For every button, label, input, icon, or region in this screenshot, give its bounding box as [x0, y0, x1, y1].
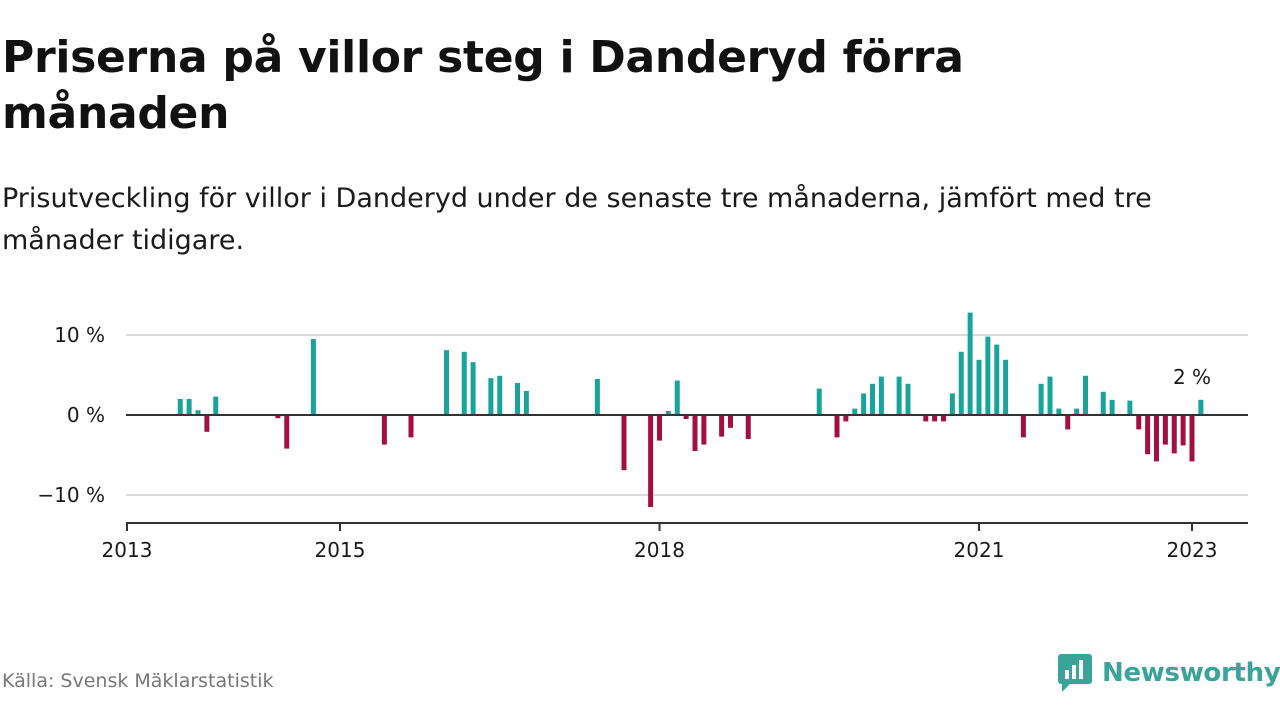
bar	[310, 339, 316, 415]
bar	[1145, 415, 1151, 455]
x-tick-label: 2013	[102, 538, 153, 562]
bar	[692, 415, 698, 451]
bar	[1074, 408, 1080, 415]
bar	[1100, 391, 1106, 415]
bar	[1154, 415, 1159, 462]
bar	[745, 415, 751, 439]
bar	[523, 391, 529, 415]
bar	[896, 376, 902, 415]
bar	[1127, 400, 1133, 415]
bar	[1198, 399, 1204, 415]
x-tick-label: 2023	[1167, 538, 1218, 562]
brand-name: Newsworthy	[1102, 658, 1280, 688]
bar	[1065, 415, 1071, 430]
bar	[949, 393, 955, 415]
bar	[275, 415, 281, 419]
bar	[843, 415, 849, 422]
bar	[701, 415, 707, 445]
y-tick-label: 0 %	[67, 403, 105, 427]
bar	[1056, 408, 1062, 415]
bar	[195, 410, 201, 415]
bar	[1020, 415, 1026, 438]
last-value-annotation: 2 %	[1173, 365, 1211, 389]
bar	[444, 350, 449, 415]
bar	[878, 376, 884, 415]
bar	[967, 312, 973, 415]
x-tick-label: 2021	[954, 538, 1005, 562]
bar	[594, 379, 600, 415]
bar	[621, 415, 627, 471]
bar	[1162, 415, 1168, 445]
bar	[958, 351, 964, 415]
label-layer: 10 % 0 % −10 % 2013 2015 2018 2021 2023 2 %	[37, 323, 1217, 562]
bar	[834, 415, 840, 438]
bar	[381, 415, 387, 445]
x-axis	[126, 522, 1248, 531]
bar	[1083, 375, 1088, 415]
bar	[1038, 383, 1044, 415]
bar	[470, 362, 476, 415]
bar	[976, 359, 982, 415]
brand-logo: Newsworthy	[1058, 654, 1280, 692]
y-tick-label: −10 %	[37, 483, 105, 507]
bar	[648, 415, 654, 507]
bar-layer	[177, 312, 1204, 507]
newsworthy-logo-icon	[1058, 654, 1092, 692]
bar	[665, 411, 671, 415]
bar	[852, 408, 858, 415]
bar-chart: 10 % 0 % −10 % 2013 2015 2018 2021 2023 2 %	[37, 312, 1248, 562]
bar	[932, 415, 938, 422]
bar	[674, 380, 680, 415]
chart-title: Priserna på villor steg i Danderyd förra…	[2, 32, 964, 139]
bar	[1109, 399, 1115, 415]
bar	[816, 388, 822, 415]
grid-layer	[126, 334, 1248, 496]
y-tick-label: 10 %	[54, 323, 105, 347]
bar	[515, 383, 520, 415]
bar	[1136, 415, 1142, 430]
bar	[923, 415, 929, 422]
chart-subtitle: Prisutveckling för villor i Danderyd und…	[2, 183, 1152, 256]
bar	[1047, 376, 1053, 415]
bar	[870, 383, 875, 415]
bar	[497, 375, 503, 415]
bar	[1180, 415, 1186, 446]
bar	[186, 399, 192, 415]
bar	[1189, 415, 1195, 462]
bar	[683, 415, 689, 419]
bar	[204, 415, 210, 432]
bar	[985, 336, 991, 415]
bar	[861, 393, 867, 415]
x-tick-label: 2015	[315, 538, 366, 562]
bar	[657, 415, 662, 441]
bar	[213, 396, 219, 415]
bar	[1171, 415, 1177, 454]
source-note: Källa: Svensk Mäklarstatistik	[2, 670, 274, 692]
bar	[284, 415, 290, 449]
bar	[1003, 359, 1009, 415]
bar	[994, 344, 1000, 415]
bar	[728, 415, 733, 428]
bar	[941, 415, 946, 422]
bar	[719, 415, 725, 437]
bar	[461, 351, 467, 415]
bar	[177, 399, 183, 415]
x-tick-label: 2018	[634, 538, 685, 562]
bar	[408, 415, 414, 438]
bar	[905, 383, 911, 415]
bar	[488, 378, 494, 415]
